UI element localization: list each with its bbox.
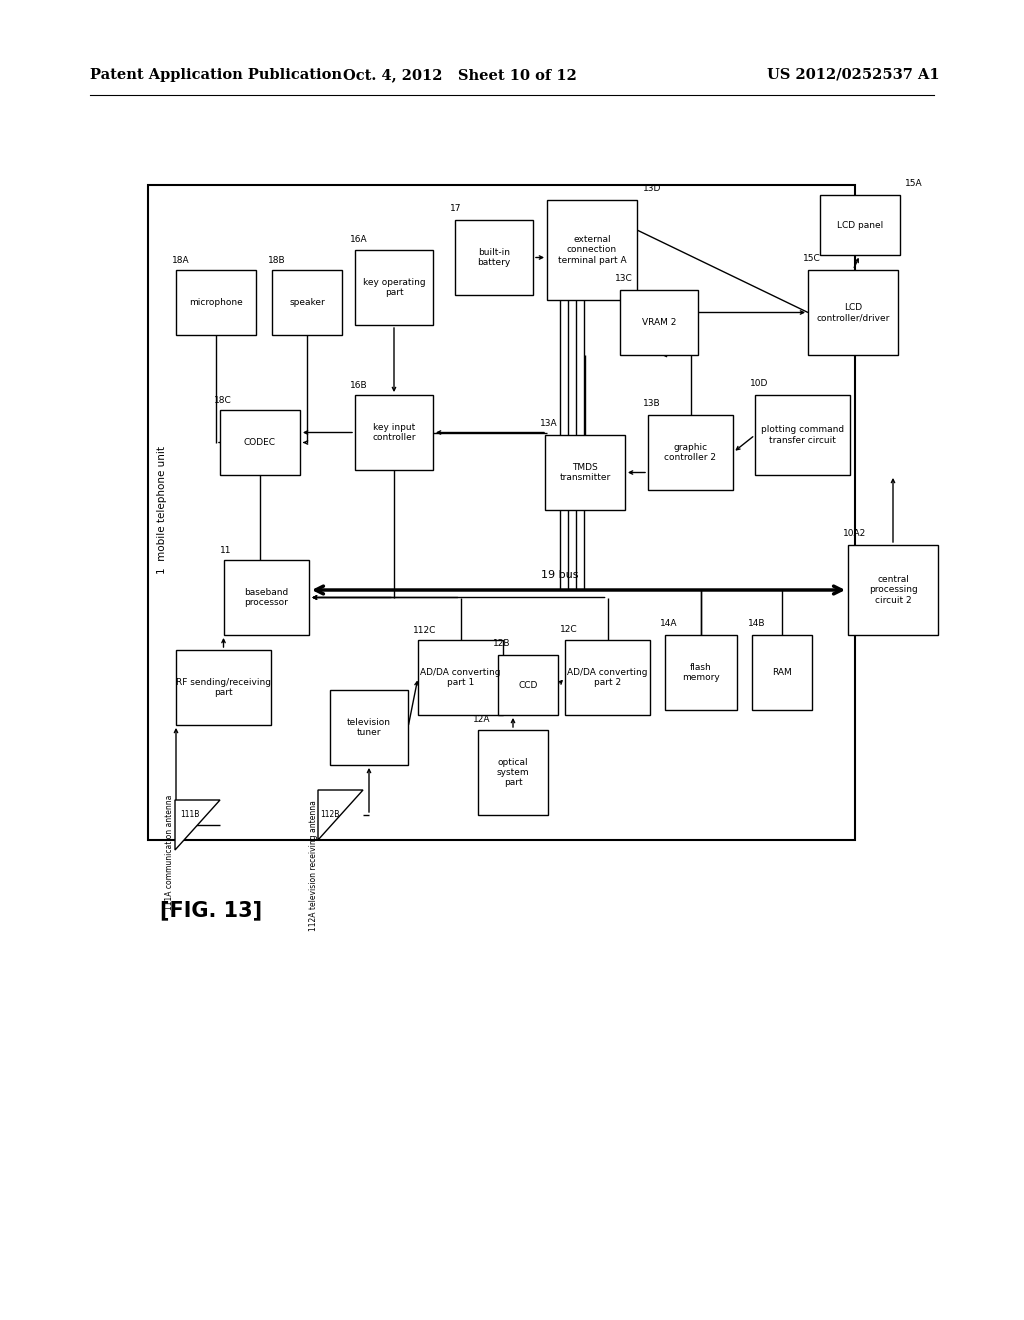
Text: 18C: 18C [214,396,231,405]
Bar [176,649,271,725]
Text: central
processing
circuit 2: central processing circuit 2 [868,576,918,605]
Text: TMDS
transmitter: TMDS transmitter [559,463,610,482]
Bar [820,195,900,255]
Text: VRAM 2: VRAM 2 [642,318,676,327]
Text: 10D: 10D [750,379,768,388]
Text: 13D: 13D [643,183,662,193]
Bar [355,249,433,325]
Text: Oct. 4, 2012   Sheet 10 of 12: Oct. 4, 2012 Sheet 10 of 12 [343,69,577,82]
Text: 15C: 15C [803,253,821,263]
Bar [455,220,534,294]
Text: external
connection
terminal part A: external connection terminal part A [558,235,627,265]
Text: key input
controller: key input controller [373,422,416,442]
Text: television
tuner: television tuner [347,718,391,737]
Text: flash
memory: flash memory [682,663,720,682]
Text: 18B: 18B [268,256,286,265]
Text: US 2012/0252537 A1: US 2012/0252537 A1 [767,69,940,82]
Bar [620,290,698,355]
Text: key operating
part: key operating part [362,277,425,297]
Bar [755,395,850,475]
Polygon shape [175,800,220,850]
Bar [545,436,625,510]
Text: LCD panel: LCD panel [837,220,883,230]
Text: 18A: 18A [172,256,189,265]
Bar [176,271,256,335]
Text: 12B: 12B [493,639,511,648]
Text: optical
system
part: optical system part [497,758,529,788]
Text: 14B: 14B [748,619,766,628]
Text: microphone: microphone [189,298,243,308]
Text: 13B: 13B [643,399,660,408]
Bar [665,635,737,710]
Bar [752,635,812,710]
Text: CCD: CCD [518,681,538,689]
Text: AD/DA converting
part 1: AD/DA converting part 1 [420,668,501,688]
Text: 11: 11 [220,546,231,554]
Text: 14A: 14A [660,619,678,628]
Text: 112C: 112C [413,626,436,635]
Text: baseband
processor: baseband processor [245,587,289,607]
Text: 112A television receiving antenna: 112A television receiving antenna [308,800,317,931]
Polygon shape [318,789,362,840]
Text: 16B: 16B [350,381,368,389]
Text: 15A: 15A [905,180,923,187]
Text: 1  mobile telephone unit: 1 mobile telephone unit [157,446,167,574]
Bar [148,185,855,840]
Text: 19 bus: 19 bus [542,570,579,579]
Text: 111B: 111B [180,810,200,818]
Bar [808,271,898,355]
Text: 13C: 13C [615,275,633,282]
Bar [330,690,408,766]
Text: 13A: 13A [540,418,558,428]
Text: [FIG. 13]: [FIG. 13] [160,900,262,920]
Text: Patent Application Publication: Patent Application Publication [90,69,342,82]
Text: AD/DA converting
part 2: AD/DA converting part 2 [567,668,648,688]
Text: 12A: 12A [473,715,490,723]
Text: CODEC: CODEC [244,438,276,447]
Text: built-in
battery: built-in battery [477,248,511,267]
Bar [220,411,300,475]
Bar [224,560,309,635]
Bar [272,271,342,335]
Text: 112B: 112B [319,810,339,818]
Bar [418,640,503,715]
Bar [547,201,637,300]
Text: 10A2: 10A2 [843,529,866,539]
Text: graphic
controller 2: graphic controller 2 [665,442,717,462]
Text: RAM: RAM [772,668,792,677]
Bar [478,730,548,814]
Bar [648,414,733,490]
Text: 111A communication antenna: 111A communication antenna [166,795,174,911]
Text: 12C: 12C [560,624,578,634]
Bar [565,640,650,715]
Bar [498,655,558,715]
Text: RF sending/receiving
part: RF sending/receiving part [176,677,271,697]
Bar [355,395,433,470]
Text: speaker: speaker [289,298,325,308]
Text: 17: 17 [450,205,462,213]
Bar [848,545,938,635]
Text: plotting command
transfer circuit: plotting command transfer circuit [761,425,844,445]
Text: LCD
controller/driver: LCD controller/driver [816,302,890,322]
Text: 16A: 16A [350,235,368,244]
